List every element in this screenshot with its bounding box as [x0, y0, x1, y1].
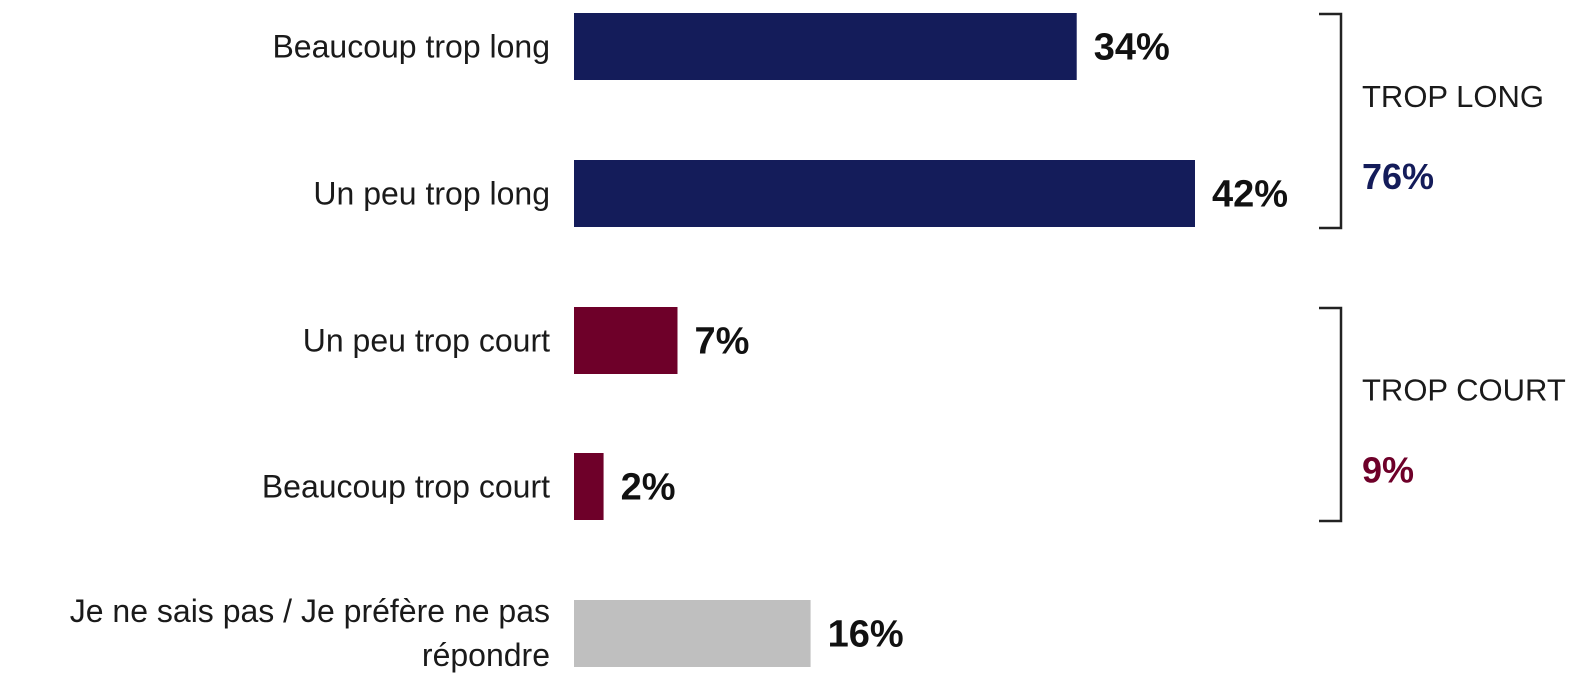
- group-bracket-0: [1319, 12, 1343, 230]
- group-label-0: TROP LONG: [1362, 79, 1544, 114]
- group-total-1: 9%: [1362, 450, 1414, 491]
- category-label-0: Beaucoup trop long: [272, 29, 550, 65]
- value-label-3: 2%: [621, 467, 676, 509]
- group-bracket-1: [1319, 306, 1343, 523]
- value-label-4: 16%: [828, 614, 904, 656]
- category-label-2: Un peu trop court: [303, 323, 550, 359]
- bar-4: [574, 600, 811, 667]
- category-label-1: Un peu trop long: [313, 176, 550, 212]
- value-label-2: 7%: [695, 321, 750, 363]
- bar-2: [574, 307, 678, 374]
- bar-1: [574, 160, 1195, 227]
- value-label-0: 34%: [1094, 27, 1170, 69]
- category-label-4: Je ne sais pas / Je préfère ne pas répond…: [70, 593, 550, 673]
- bar-3: [574, 453, 604, 520]
- category-label-3: Beaucoup trop court: [262, 469, 550, 505]
- group-label-1: TROP COURT: [1362, 373, 1566, 408]
- bar-0: [574, 13, 1077, 80]
- value-label-1: 42%: [1212, 174, 1288, 216]
- group-total-0: 76%: [1362, 156, 1434, 197]
